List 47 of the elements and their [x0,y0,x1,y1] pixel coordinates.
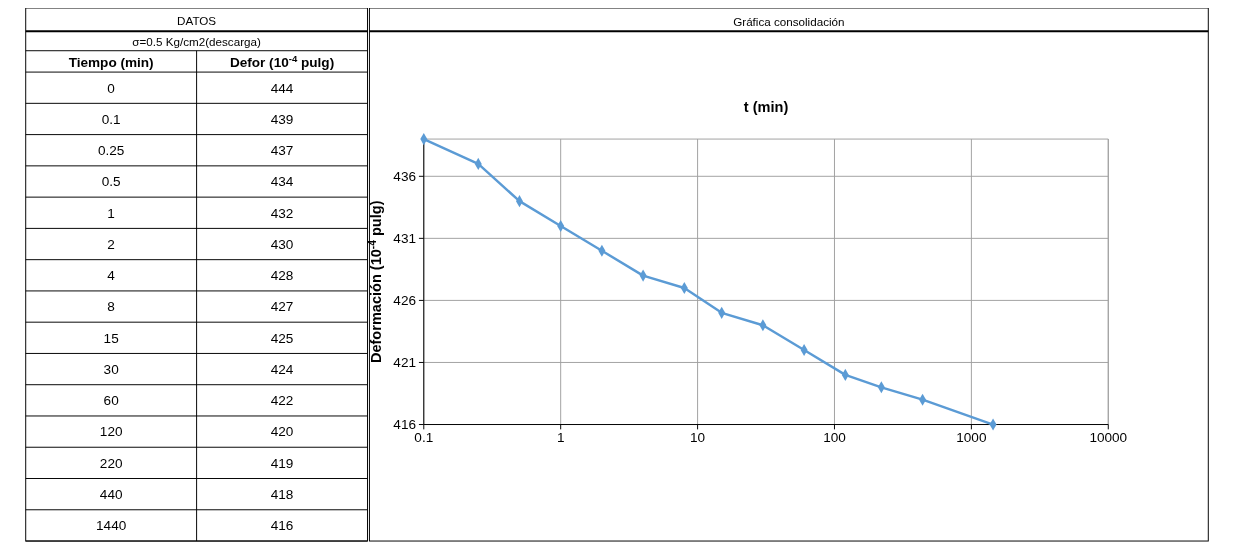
text: DATOS [177,14,217,28]
data-label: 422 [270,393,294,409]
data-label: 439 [270,111,294,127]
data-label: 416 [270,518,294,534]
category-label: 8 [107,299,115,315]
category-label: 1440 [96,518,127,534]
y-tick-label: 436 [393,169,417,185]
category-label: 220 [99,455,123,471]
data-label: 432 [270,205,294,221]
data-label: 430 [270,236,294,252]
x-tick-label: 10 [690,430,706,445]
x-tick-label: 100 [823,430,847,445]
x-tick-label: 1 [556,430,565,445]
data-label: 418 [270,486,294,502]
category-label: 30 [103,361,120,377]
data-label: 437 [270,143,294,159]
y-tick-label: 421 [393,355,417,371]
text: σ=0.5 Kg/cm2(descarga) [132,34,261,48]
category-label: 4 [107,268,116,284]
category-label: 15 [103,330,119,346]
category-label: 0.1 [101,111,121,127]
data-label: 444 [270,80,294,96]
y-tick-label: 416 [393,417,417,433]
data-label: 425 [270,330,294,346]
y-tick-label: 426 [393,293,417,309]
data-label: 420 [270,424,294,440]
data-label: 419 [270,455,294,471]
x-tick-label: 10000 [1089,430,1128,445]
text: Tiempo (min) [68,55,154,71]
x-axis-title: t (min) [743,98,789,115]
x-tick-label: 0.1 [414,430,434,445]
category-label: 440 [99,486,123,502]
category-label: 0.5 [101,174,121,190]
category-label: 0 [107,80,116,96]
category-label: 2 [107,236,115,252]
chart-title: Gráfica consolidación [733,15,845,29]
x-tick-label: 1000 [956,430,987,445]
data-label: 428 [270,268,294,284]
y-tick-label: 431 [393,231,417,247]
category-label: 0.25 [97,143,125,159]
data-label: 424 [270,361,294,377]
category-label: 1 [107,205,115,221]
category-label: 120 [99,424,123,440]
data-label: 434 [270,174,294,190]
data-label: 427 [270,299,294,315]
category-label: 60 [103,393,120,409]
text: Defor (10$^{-4}$ pulg) [229,52,335,71]
